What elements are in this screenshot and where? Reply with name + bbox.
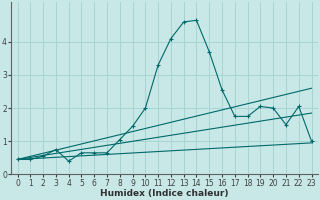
X-axis label: Humidex (Indice chaleur): Humidex (Indice chaleur) (100, 189, 229, 198)
